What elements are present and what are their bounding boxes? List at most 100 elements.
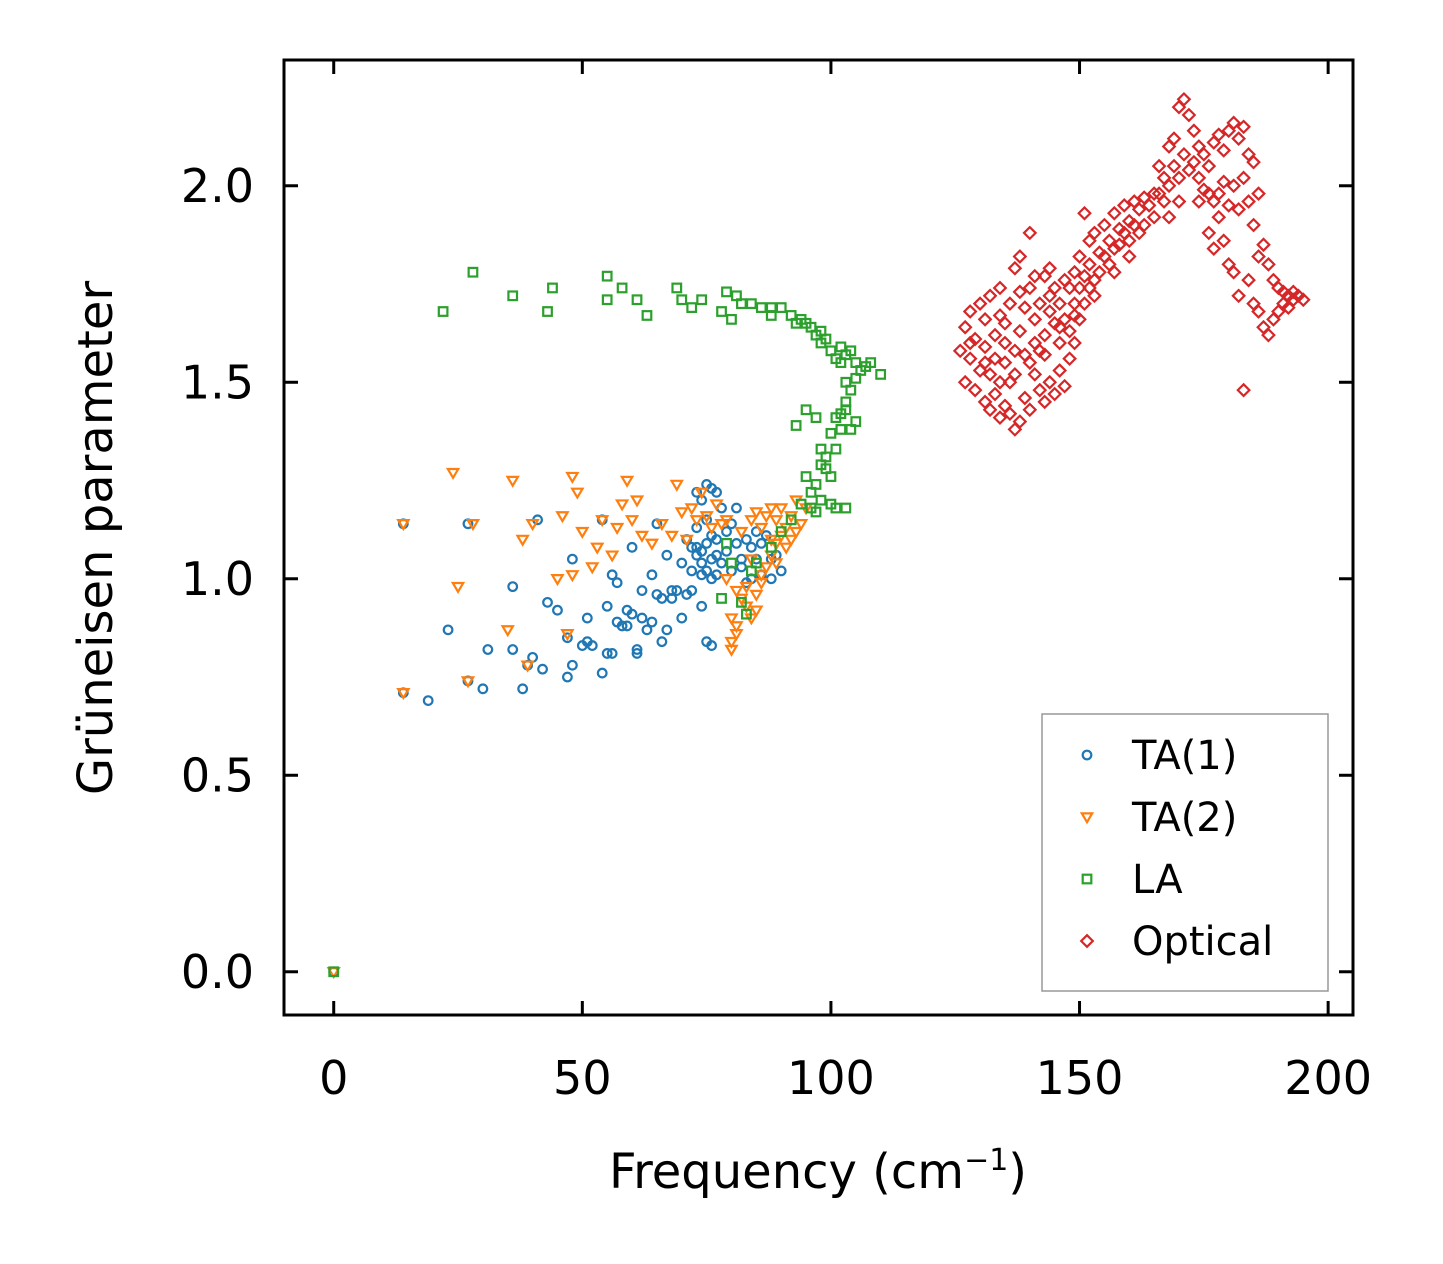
data-point <box>629 495 645 508</box>
x-tick-label: 50 <box>553 1051 612 1105</box>
data-point <box>1037 347 1053 363</box>
data-point <box>764 503 779 516</box>
data-point <box>1002 296 1018 312</box>
data-point <box>666 585 678 596</box>
data-point <box>726 557 737 569</box>
data-point <box>1246 217 1261 233</box>
data-point <box>1171 170 1187 186</box>
data-point <box>701 565 713 577</box>
data-point <box>731 537 742 549</box>
data-point <box>1067 335 1082 351</box>
data-point <box>555 511 570 524</box>
data-point <box>775 302 787 313</box>
data-point <box>1226 264 1242 280</box>
data-point <box>810 412 822 424</box>
data-point <box>1295 292 1311 308</box>
data-point <box>1241 272 1256 288</box>
data-point <box>830 412 842 424</box>
data-point <box>1166 131 1182 146</box>
data-point <box>679 534 694 547</box>
data-point <box>759 562 774 575</box>
data-point <box>1251 249 1266 264</box>
data-point <box>656 593 668 604</box>
x-tick-label: 200 <box>1284 1051 1372 1105</box>
data-point <box>845 384 857 396</box>
data-point <box>1007 343 1023 359</box>
data-point <box>850 372 862 384</box>
data-point <box>719 574 734 587</box>
data-point <box>606 569 618 581</box>
data-point <box>605 550 620 563</box>
data-point <box>507 290 519 302</box>
data-point <box>729 621 744 634</box>
data-point <box>1226 115 1242 131</box>
data-point <box>784 534 799 547</box>
data-point <box>676 557 688 569</box>
data-point <box>704 522 719 536</box>
data-point <box>1161 209 1177 225</box>
data-point <box>769 538 784 551</box>
data-point <box>1186 154 1202 170</box>
data-point <box>1012 323 1028 339</box>
data-point <box>1032 382 1048 398</box>
data-point <box>997 355 1013 370</box>
data-point <box>1027 312 1043 327</box>
data-point <box>1077 268 1092 284</box>
data-point <box>1097 217 1112 233</box>
data-point <box>1211 209 1227 225</box>
data-point <box>997 315 1013 331</box>
data-point <box>1012 284 1028 300</box>
data-point <box>754 570 769 583</box>
data-point <box>1121 233 1137 249</box>
data-point <box>957 319 973 335</box>
data-point <box>719 515 734 528</box>
data-point <box>422 695 434 706</box>
data-point <box>987 351 1003 367</box>
data-point <box>671 282 683 294</box>
data-point <box>1077 296 1092 312</box>
data-point <box>570 487 585 500</box>
axis-ticks <box>284 60 1353 1015</box>
data-point <box>460 676 476 689</box>
data-point <box>982 402 998 418</box>
data-point <box>840 404 852 416</box>
data-point <box>785 514 797 526</box>
data-point <box>1077 205 1092 221</box>
series-ta-2- <box>326 467 814 980</box>
data-point <box>1181 107 1197 123</box>
data-point <box>616 620 628 632</box>
data-point <box>1072 312 1087 327</box>
data-point <box>754 522 769 536</box>
data-point <box>596 667 608 679</box>
data-point <box>1216 174 1232 190</box>
data-point <box>775 526 787 538</box>
data-point <box>825 427 837 439</box>
data-point <box>517 683 529 695</box>
data-point <box>815 443 827 455</box>
data-point <box>744 515 759 528</box>
data-point <box>1231 201 1246 217</box>
data-point <box>691 549 703 561</box>
data-point <box>734 526 749 539</box>
data-point <box>1201 158 1217 174</box>
legend-label: TA(1) <box>1131 733 1237 779</box>
data-point <box>820 333 832 345</box>
data-point <box>1087 225 1102 241</box>
data-point <box>1012 249 1028 264</box>
data-point <box>1047 386 1063 402</box>
data-point <box>1017 390 1033 406</box>
data-point <box>789 495 804 508</box>
data-point <box>611 577 623 589</box>
data-point <box>714 519 729 532</box>
data-point <box>465 519 481 532</box>
data-point <box>835 424 847 435</box>
y-tick-label: 0.5 <box>181 748 254 802</box>
data-point <box>815 494 827 506</box>
data-point <box>614 499 630 512</box>
data-point <box>706 640 717 651</box>
data-point <box>550 574 565 587</box>
legend-label: TA(2) <box>1131 795 1237 841</box>
data-point <box>689 515 704 528</box>
data-point <box>1201 225 1217 241</box>
